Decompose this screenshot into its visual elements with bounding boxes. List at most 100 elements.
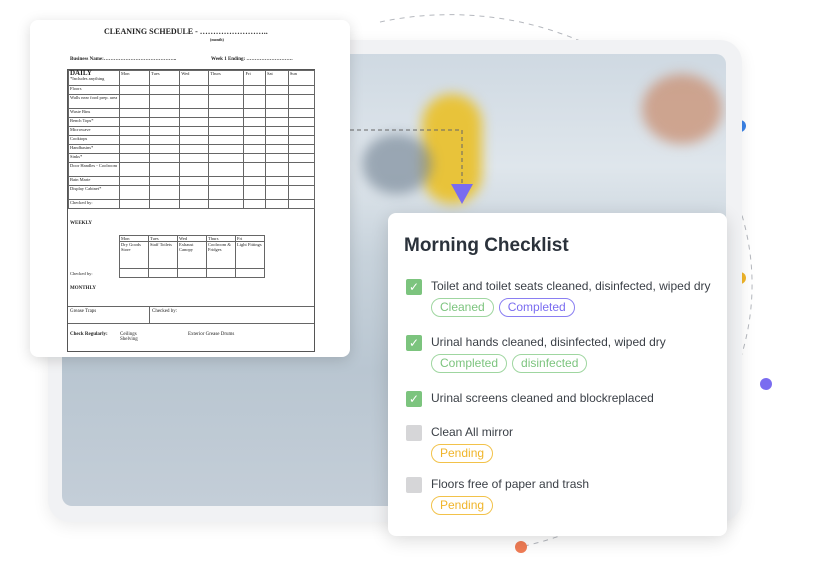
daily-cell bbox=[149, 185, 181, 200]
week-ending: Week 1 Ending: ………………………. bbox=[211, 57, 293, 62]
daily-cell bbox=[149, 94, 181, 109]
daily-cell bbox=[287, 126, 316, 136]
daily-cell bbox=[265, 94, 289, 109]
day-header: Wed bbox=[179, 70, 210, 86]
cleaning-schedule-document: CLEANING SCHEDULE - …………………….. (month) B… bbox=[30, 20, 350, 357]
daily-cell bbox=[287, 144, 316, 154]
daily-cell bbox=[287, 117, 316, 127]
daily-cell bbox=[243, 94, 266, 109]
daily-cell bbox=[243, 162, 266, 177]
day-header: Thurs bbox=[208, 70, 245, 86]
daily-cell bbox=[179, 199, 210, 209]
daily-row: Floors bbox=[68, 85, 316, 95]
daily-cell bbox=[265, 117, 289, 127]
purple-dot bbox=[760, 378, 772, 390]
daily-table: DAILY *Includes anything Mon Tues Wed Thurs F… bbox=[68, 70, 316, 209]
daily-cell bbox=[208, 85, 245, 95]
daily-cell bbox=[243, 135, 266, 145]
unchecked-checkbox[interactable] bbox=[406, 425, 422, 441]
day-header: Fri bbox=[243, 70, 266, 86]
daily-row: Walls near food prep. area bbox=[68, 94, 316, 109]
unchecked-checkbox[interactable] bbox=[406, 477, 422, 493]
item-text: Floors free of paper and trash bbox=[431, 477, 590, 491]
day-header: Sat bbox=[265, 70, 289, 86]
daily-cell bbox=[118, 117, 151, 127]
daily-task: Sinks* bbox=[68, 153, 120, 163]
daily-task: Display Cabinet* bbox=[68, 185, 120, 200]
weekly-task: Coolroom & Fridges bbox=[206, 241, 236, 269]
daily-cell bbox=[208, 126, 245, 136]
status-tag: Cleaned bbox=[431, 298, 494, 317]
daily-cell bbox=[208, 94, 245, 109]
daily-cell bbox=[118, 162, 151, 177]
daily-cell bbox=[149, 117, 181, 127]
daily-cell bbox=[149, 162, 181, 177]
daily-cell bbox=[287, 153, 316, 163]
daily-row: Cooktops bbox=[68, 135, 316, 145]
daily-row: Checked by: bbox=[68, 199, 316, 209]
daily-cell bbox=[287, 94, 316, 109]
regular-items: Ceilings Shelving bbox=[120, 332, 138, 342]
status-tag: Pending bbox=[431, 444, 494, 463]
daily-cell bbox=[118, 199, 151, 209]
daily-cell bbox=[243, 117, 266, 127]
daily-cell bbox=[265, 85, 289, 95]
arrow-down-icon bbox=[451, 184, 473, 204]
daily-row: Microwave bbox=[68, 126, 316, 136]
daily-cell bbox=[265, 162, 289, 177]
checked-checkbox-icon[interactable]: ✓ bbox=[406, 391, 422, 407]
status-tag: Completed bbox=[498, 298, 575, 317]
daily-cell bbox=[287, 108, 316, 118]
daily-cell bbox=[149, 144, 181, 154]
daily-cell bbox=[118, 144, 151, 154]
daily-task: Bain Marie bbox=[68, 176, 120, 186]
daily-cell bbox=[265, 176, 289, 186]
daily-cell bbox=[149, 126, 181, 136]
daily-cell bbox=[287, 162, 316, 177]
daily-cell bbox=[265, 135, 289, 145]
checklist-title: Morning Checklist bbox=[404, 235, 569, 256]
daily-cell bbox=[208, 135, 245, 145]
daily-cell bbox=[208, 153, 245, 163]
weekly-task: Exhaust Canopy bbox=[177, 241, 207, 269]
daily-cell bbox=[243, 144, 266, 154]
monthly-label: MONTHLY bbox=[70, 286, 96, 291]
checked-checkbox-icon[interactable]: ✓ bbox=[406, 279, 422, 295]
daily-note: *Includes anything bbox=[70, 76, 105, 81]
daily-task: Door Handles - Coolroom bbox=[68, 162, 120, 177]
daily-task: Handbasins* bbox=[68, 144, 120, 154]
weekly-task: Light Fittings bbox=[235, 241, 265, 269]
daily-cell bbox=[265, 185, 289, 200]
weekly-task: Staff Toilets bbox=[148, 241, 178, 269]
weekly-label: WEEKLY bbox=[70, 221, 93, 226]
daily-cell bbox=[208, 162, 245, 177]
schedule-sheet: DAILY *Includes anything Mon Tues Wed Thurs F… bbox=[67, 69, 316, 352]
daily-cell bbox=[118, 153, 151, 163]
weekly-task: Dry Goods Store bbox=[119, 241, 149, 269]
daily-cell bbox=[243, 185, 266, 200]
check-regularly: Check Regularly: bbox=[70, 332, 108, 337]
daily-cell bbox=[179, 162, 210, 177]
checked-checkbox-icon[interactable]: ✓ bbox=[406, 335, 422, 351]
daily-task: Bench Tops* bbox=[68, 117, 120, 127]
daily-cell bbox=[118, 185, 151, 200]
daily-row: Waste Bins bbox=[68, 108, 316, 118]
daily-cell bbox=[179, 153, 210, 163]
daily-cell bbox=[243, 126, 266, 136]
daily-cell bbox=[265, 108, 289, 118]
daily-cell bbox=[208, 185, 245, 200]
morning-checklist-card: Morning Checklist ✓ Toilet and toilet sea… bbox=[388, 213, 727, 536]
daily-task: Floors bbox=[68, 85, 120, 95]
daily-cell bbox=[149, 153, 181, 163]
item-text: Clean All mirror bbox=[431, 425, 514, 439]
doc-month-label: (month) bbox=[210, 37, 224, 42]
daily-task: Checked by: bbox=[68, 199, 120, 209]
status-tag: Pending bbox=[431, 496, 494, 515]
daily-cell bbox=[243, 199, 266, 209]
monthly-checked-by: Checked by: bbox=[149, 307, 179, 323]
daily-task: Walls near food prep. area bbox=[68, 94, 120, 109]
daily-cell bbox=[118, 94, 151, 109]
item-text: Toilet and toilet seats cleaned, disinfe… bbox=[431, 279, 711, 293]
daily-row: Door Handles - Coolroom bbox=[68, 162, 316, 177]
daily-cell bbox=[118, 135, 151, 145]
